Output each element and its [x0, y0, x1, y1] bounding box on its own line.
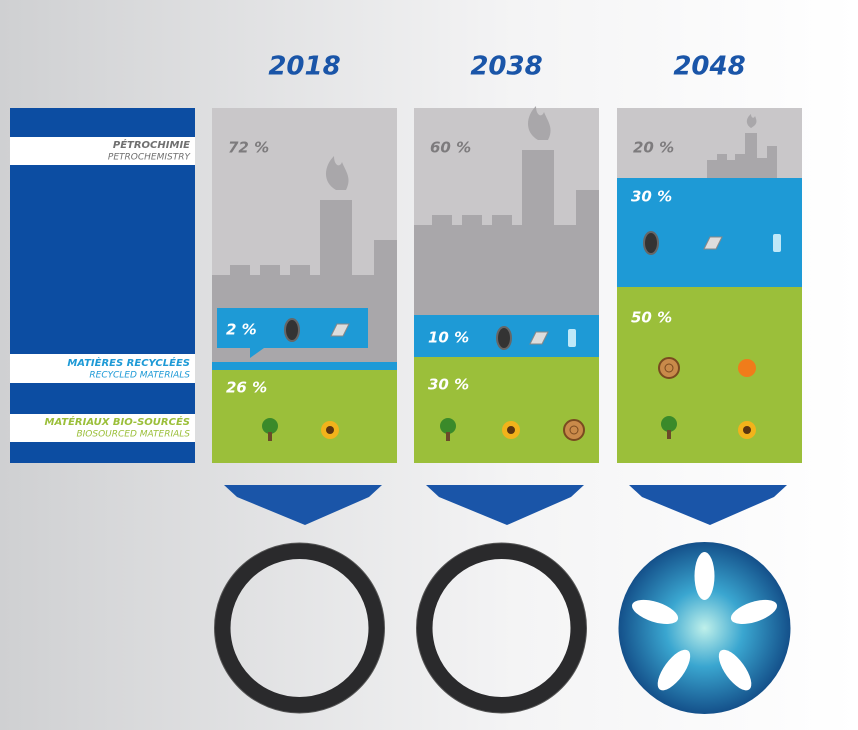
steel-icon — [703, 236, 723, 250]
year: 2038 — [470, 52, 542, 82]
tree-icon — [262, 418, 278, 434]
biosourced-percent: 30 % — [428, 376, 469, 394]
legend-band — [10, 354, 195, 383]
tree-trunk — [446, 432, 450, 441]
legend-band — [10, 414, 195, 442]
bottle-icon — [773, 234, 781, 252]
wood-icon — [658, 357, 680, 379]
biosourced-segment — [414, 357, 599, 463]
biosourced-segment — [617, 287, 802, 463]
biosourced-segment — [212, 370, 397, 463]
orange-icon — [738, 359, 756, 377]
legend-title: PÉTROCHIMIE — [113, 138, 190, 151]
sunflower-center — [326, 426, 334, 434]
wheel-opening — [718, 649, 752, 691]
tire-icon — [496, 326, 512, 350]
wheel-opening — [657, 649, 691, 691]
steel-icon — [529, 331, 549, 345]
factory-icon — [414, 150, 599, 315]
tire — [416, 543, 587, 713]
wheel-opening — [694, 552, 715, 600]
legend-title: MATIÈRES RECYCLÉES — [67, 355, 190, 369]
wood-icon — [563, 419, 585, 441]
column: 2048 20 % 30 % 50 % — [617, 52, 802, 714]
petrochemistry-percent: 72 % — [228, 139, 269, 157]
flame-icon — [326, 156, 349, 190]
sunflower-center — [507, 426, 515, 434]
legend-band — [10, 137, 195, 165]
bottle-icon — [568, 329, 576, 347]
down-arrow — [224, 485, 382, 525]
column: 2038 60 % 10 % 30 % — [414, 52, 599, 714]
recycled-percent: 10 % — [428, 329, 469, 347]
steel-icon — [330, 323, 350, 337]
recycled-percent: 30 % — [631, 188, 672, 206]
tire-edge — [416, 542, 587, 714]
wheel-opening — [632, 599, 679, 624]
biosourced-percent: 50 % — [631, 309, 672, 327]
legend-subtitle: RECYCLED MATERIALS — [89, 371, 190, 381]
wood-ring — [664, 363, 674, 373]
wood-ring — [569, 425, 579, 435]
legend-subtitle: BIOSOURCED MATERIALS — [76, 430, 190, 440]
tire-edge — [214, 542, 385, 714]
down-arrow — [629, 485, 787, 525]
petrochemistry-percent: 60 % — [430, 139, 471, 157]
sunflower-center — [743, 426, 751, 434]
recycled-segment — [212, 362, 397, 370]
legend: PÉTROCHIMIE PETROCHEMISTRY MATIÈRES RECY… — [10, 108, 195, 463]
legend-title: MATÉRIAUX BIO-SOURCÉS — [45, 415, 190, 428]
biosourced-percent: 26 % — [226, 379, 267, 397]
tree-trunk — [268, 432, 272, 441]
petrochemistry-percent: 20 % — [633, 139, 674, 157]
tree-icon — [440, 418, 456, 434]
factory-icon — [707, 133, 777, 178]
tire-icon — [643, 231, 659, 255]
wheel-opening — [730, 599, 777, 624]
tire — [214, 543, 385, 713]
legend-panel — [10, 108, 195, 463]
flame-icon — [528, 106, 551, 140]
airless-wheel — [618, 542, 791, 714]
year: 2018 — [268, 52, 340, 82]
tire-icon — [284, 318, 300, 342]
tree-icon — [661, 416, 677, 432]
recycled-percent: 2 % — [226, 321, 257, 339]
down-arrow — [426, 485, 584, 525]
flame-icon — [746, 114, 757, 128]
tree-trunk — [667, 430, 671, 439]
year: 2048 — [673, 52, 745, 82]
column: 2018 72 % 2 % 26 % — [212, 52, 397, 714]
legend-subtitle: PETROCHEMISTRY — [108, 153, 192, 163]
